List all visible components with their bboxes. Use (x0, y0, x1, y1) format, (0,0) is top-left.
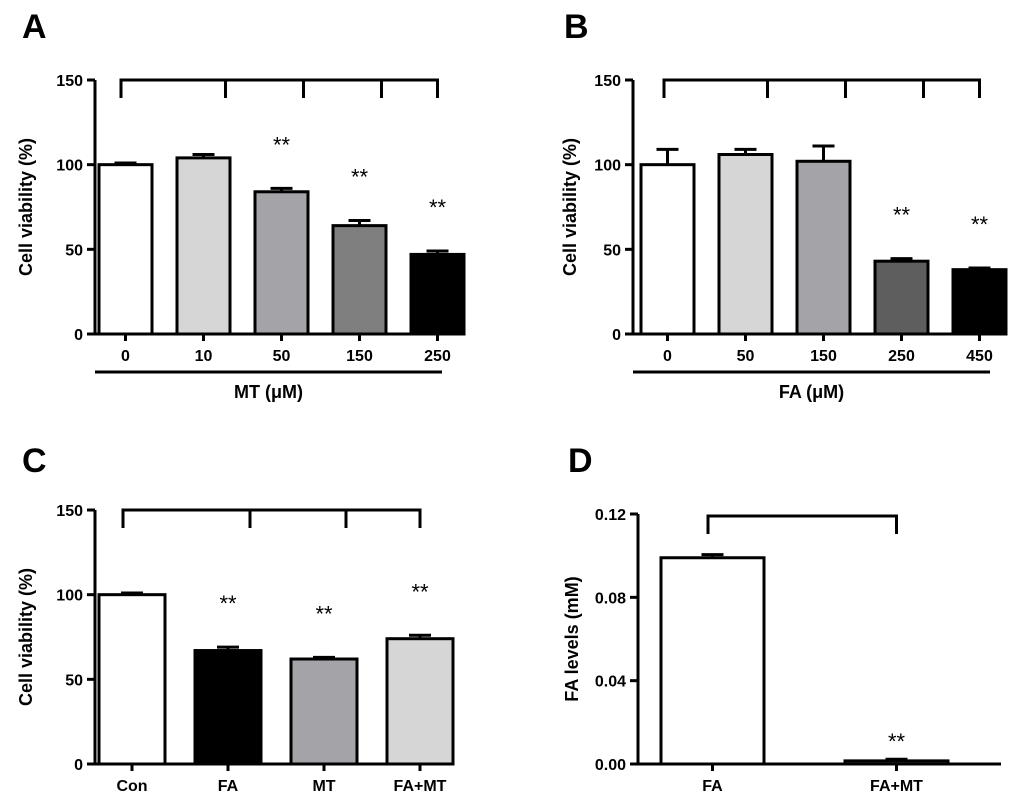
x-tick-label: Con (116, 778, 147, 795)
x-tick-label: 0 (663, 348, 672, 365)
y-tick-label: 0 (74, 757, 83, 774)
y-tick-label: 0.04 (595, 674, 626, 691)
panel-letter: B (564, 8, 589, 46)
bar (409, 252, 466, 336)
y-axis-title: FA levels (mM) (562, 576, 582, 701)
y-tick-label: 150 (56, 503, 83, 520)
y-tick-label: 100 (56, 588, 83, 605)
bar (385, 637, 455, 766)
y-tick-label: 0.00 (595, 757, 626, 774)
bar (253, 190, 310, 336)
bar (843, 759, 950, 766)
x-tick-label: MT (312, 778, 335, 795)
significance-marker: ** (219, 591, 237, 616)
bar (175, 156, 232, 336)
significance-marker: ** (971, 212, 989, 237)
bar (873, 259, 930, 336)
y-axis-title: Cell viability (%) (560, 138, 580, 276)
bar (289, 657, 359, 766)
bar (193, 649, 263, 766)
bar (639, 163, 696, 336)
significance-marker: ** (411, 579, 429, 604)
x-tick-label: 250 (424, 348, 451, 365)
y-tick-label: 100 (594, 158, 621, 175)
significance-marker: ** (273, 132, 291, 157)
x-tick-label: FA (218, 778, 239, 795)
x-tick-label: 10 (195, 348, 213, 365)
x-tick-label: 150 (810, 348, 837, 365)
x-tick-label: 50 (737, 348, 755, 365)
y-axis-title: Cell viability (%) (16, 568, 36, 706)
y-tick-label: 0 (612, 327, 621, 344)
significance-marker: ** (888, 729, 906, 754)
x-tick-label: FA (702, 778, 723, 795)
bar (717, 153, 774, 336)
x-tick-label: 150 (346, 348, 373, 365)
y-tick-label: 0 (74, 327, 83, 344)
panel-a: A 0 50 100 150 Cell viability (%) 0 10 50 ** 150 **… (16, 8, 466, 402)
x-tick-label: 250 (888, 348, 915, 365)
y-axis-title: Cell viability (%) (16, 138, 36, 276)
panel-d: D 0.00 0.04 0.08 0.12 FA levels (mM) FA FA+MT ** (562, 442, 1001, 795)
panel-b: B 0 50 100 150 Cell viability (%) 0 50 150 250 ** 4… (560, 8, 1008, 402)
significance-marker: ** (893, 203, 911, 228)
x-tick-label: 50 (273, 348, 291, 365)
x-tick-label: FA+MT (394, 778, 447, 795)
significance-marker: ** (351, 165, 369, 190)
x-tick-label: 450 (966, 348, 993, 365)
y-tick-label: 100 (56, 158, 83, 175)
y-tick-label: 50 (603, 242, 621, 259)
x-axis-title: MT (μM) (234, 382, 303, 402)
panel-c: C 0 50 100 150 Cell viability (%) Con FA ** MT ** F… (16, 442, 455, 795)
x-axis-title: FA (μM) (779, 382, 844, 402)
y-tick-label: 150 (56, 73, 83, 90)
y-tick-label: 50 (65, 242, 83, 259)
x-tick-label: 0 (121, 348, 130, 365)
y-tick-label: 0.12 (595, 507, 626, 524)
panel-letter: A (22, 8, 47, 46)
panel-letter: D (568, 442, 593, 480)
bar (97, 163, 154, 336)
bar (331, 224, 388, 336)
bar (97, 593, 167, 766)
bar (951, 268, 1008, 336)
bar (659, 556, 766, 766)
panel-letter: C (22, 442, 47, 480)
y-tick-label: 0.08 (595, 590, 626, 607)
significance-marker: ** (315, 601, 333, 626)
significance-marker: ** (429, 195, 447, 220)
bar (795, 159, 852, 336)
y-tick-label: 50 (65, 672, 83, 689)
y-tick-label: 150 (594, 73, 621, 90)
x-tick-label: FA+MT (870, 778, 923, 795)
